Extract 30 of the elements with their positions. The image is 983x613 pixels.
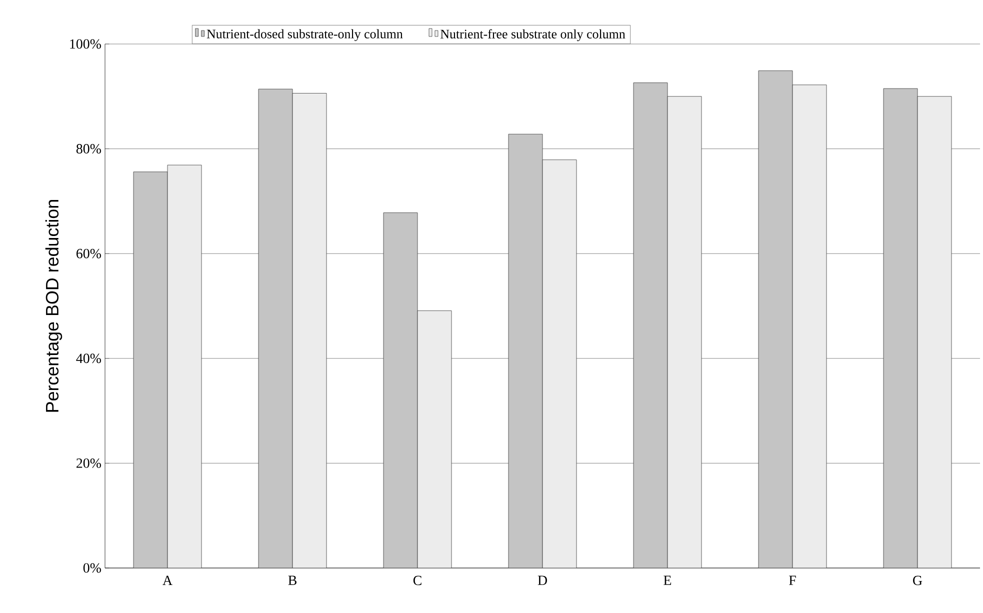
bar bbox=[133, 172, 168, 568]
x-tick-label: B bbox=[288, 576, 296, 585]
bar bbox=[792, 84, 827, 568]
bar bbox=[542, 160, 577, 568]
bar bbox=[167, 164, 202, 568]
bar bbox=[417, 310, 452, 568]
bar bbox=[633, 82, 668, 568]
y-tick-label: 40% bbox=[76, 354, 101, 364]
y-tick-label: 20% bbox=[76, 458, 101, 468]
x-tick-label: A bbox=[162, 576, 172, 585]
x-tick-label: D bbox=[538, 576, 547, 585]
bar bbox=[292, 93, 327, 568]
y-tick-label: 100% bbox=[70, 39, 101, 49]
x-tick-label: C bbox=[413, 576, 422, 586]
y-tick-label: 60% bbox=[76, 248, 101, 258]
legend-label: Nutrient-free substrate only column bbox=[440, 29, 626, 42]
bar bbox=[667, 96, 702, 568]
y-axis-title: Percentage BOD reduction bbox=[45, 200, 62, 412]
bar bbox=[758, 70, 793, 568]
bar bbox=[258, 88, 293, 568]
bar bbox=[883, 88, 918, 568]
y-tick-label: 0% bbox=[83, 563, 101, 573]
x-tick-label: F bbox=[789, 576, 796, 585]
legend-label: Nutrient-dosed substrate-only column bbox=[206, 29, 403, 42]
x-tick-label: G bbox=[913, 576, 922, 586]
x-tick-label: E bbox=[664, 576, 672, 585]
bar bbox=[383, 212, 418, 568]
bar bbox=[917, 96, 952, 568]
bar bbox=[508, 134, 543, 568]
y-tick-label: 80% bbox=[76, 144, 101, 154]
